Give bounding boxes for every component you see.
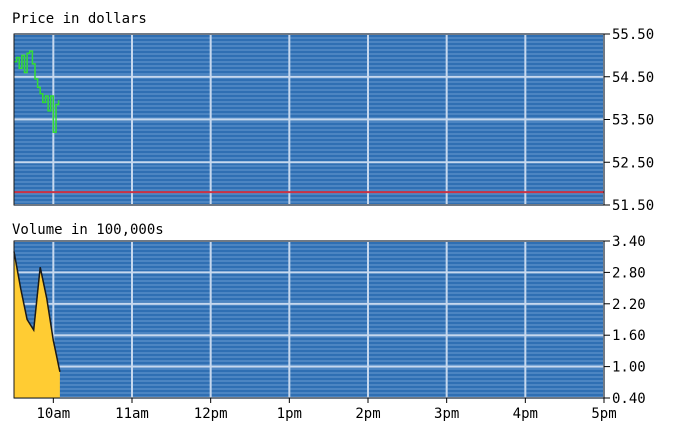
plot-border [13, 240, 605, 399]
volume-chart-title: Volume in 100,000s [12, 222, 164, 238]
x-tick-label: 4pm [513, 406, 538, 422]
price-chart-title: Price in dollars [12, 11, 147, 27]
y-tick-label: 0.40 [612, 391, 646, 407]
time-axis: 10am 11am 12pm 1pm 2pm 3pm 4pm 5pm [36, 398, 617, 422]
y-tick-label: 52.50 [612, 155, 654, 171]
y-tick-label: 2.80 [612, 265, 646, 281]
y-tick-label: 53.50 [612, 113, 654, 129]
x-tick-label: 2pm [355, 406, 380, 422]
price-chart: 55.50 54.50 53.50 52.50 51.50 [13, 27, 654, 214]
volume-area [14, 251, 60, 398]
y-tick-label: 51.50 [612, 198, 654, 214]
x-tick-label: 10am [36, 406, 70, 422]
plot-area [14, 241, 604, 398]
y-tick-label: 55.50 [612, 27, 654, 43]
x-tick-label: 11am [115, 406, 149, 422]
y-tick-label: 1.60 [612, 328, 646, 344]
x-tick-label: 12pm [194, 406, 228, 422]
x-tick-label: 3pm [434, 406, 459, 422]
x-tick-label: 1pm [277, 406, 302, 422]
y-tick-label: 54.50 [612, 70, 654, 86]
y-tick-label: 2.20 [612, 297, 646, 313]
y-tick-label: 1.00 [612, 360, 646, 376]
volume-outline [13, 251, 61, 372]
volume-chart: 3.40 2.80 2.20 1.60 1.00 0.40 [13, 234, 646, 407]
x-tick-label: 5pm [591, 406, 616, 422]
y-tick-label: 3.40 [612, 234, 646, 250]
price-line [14, 50, 60, 134]
